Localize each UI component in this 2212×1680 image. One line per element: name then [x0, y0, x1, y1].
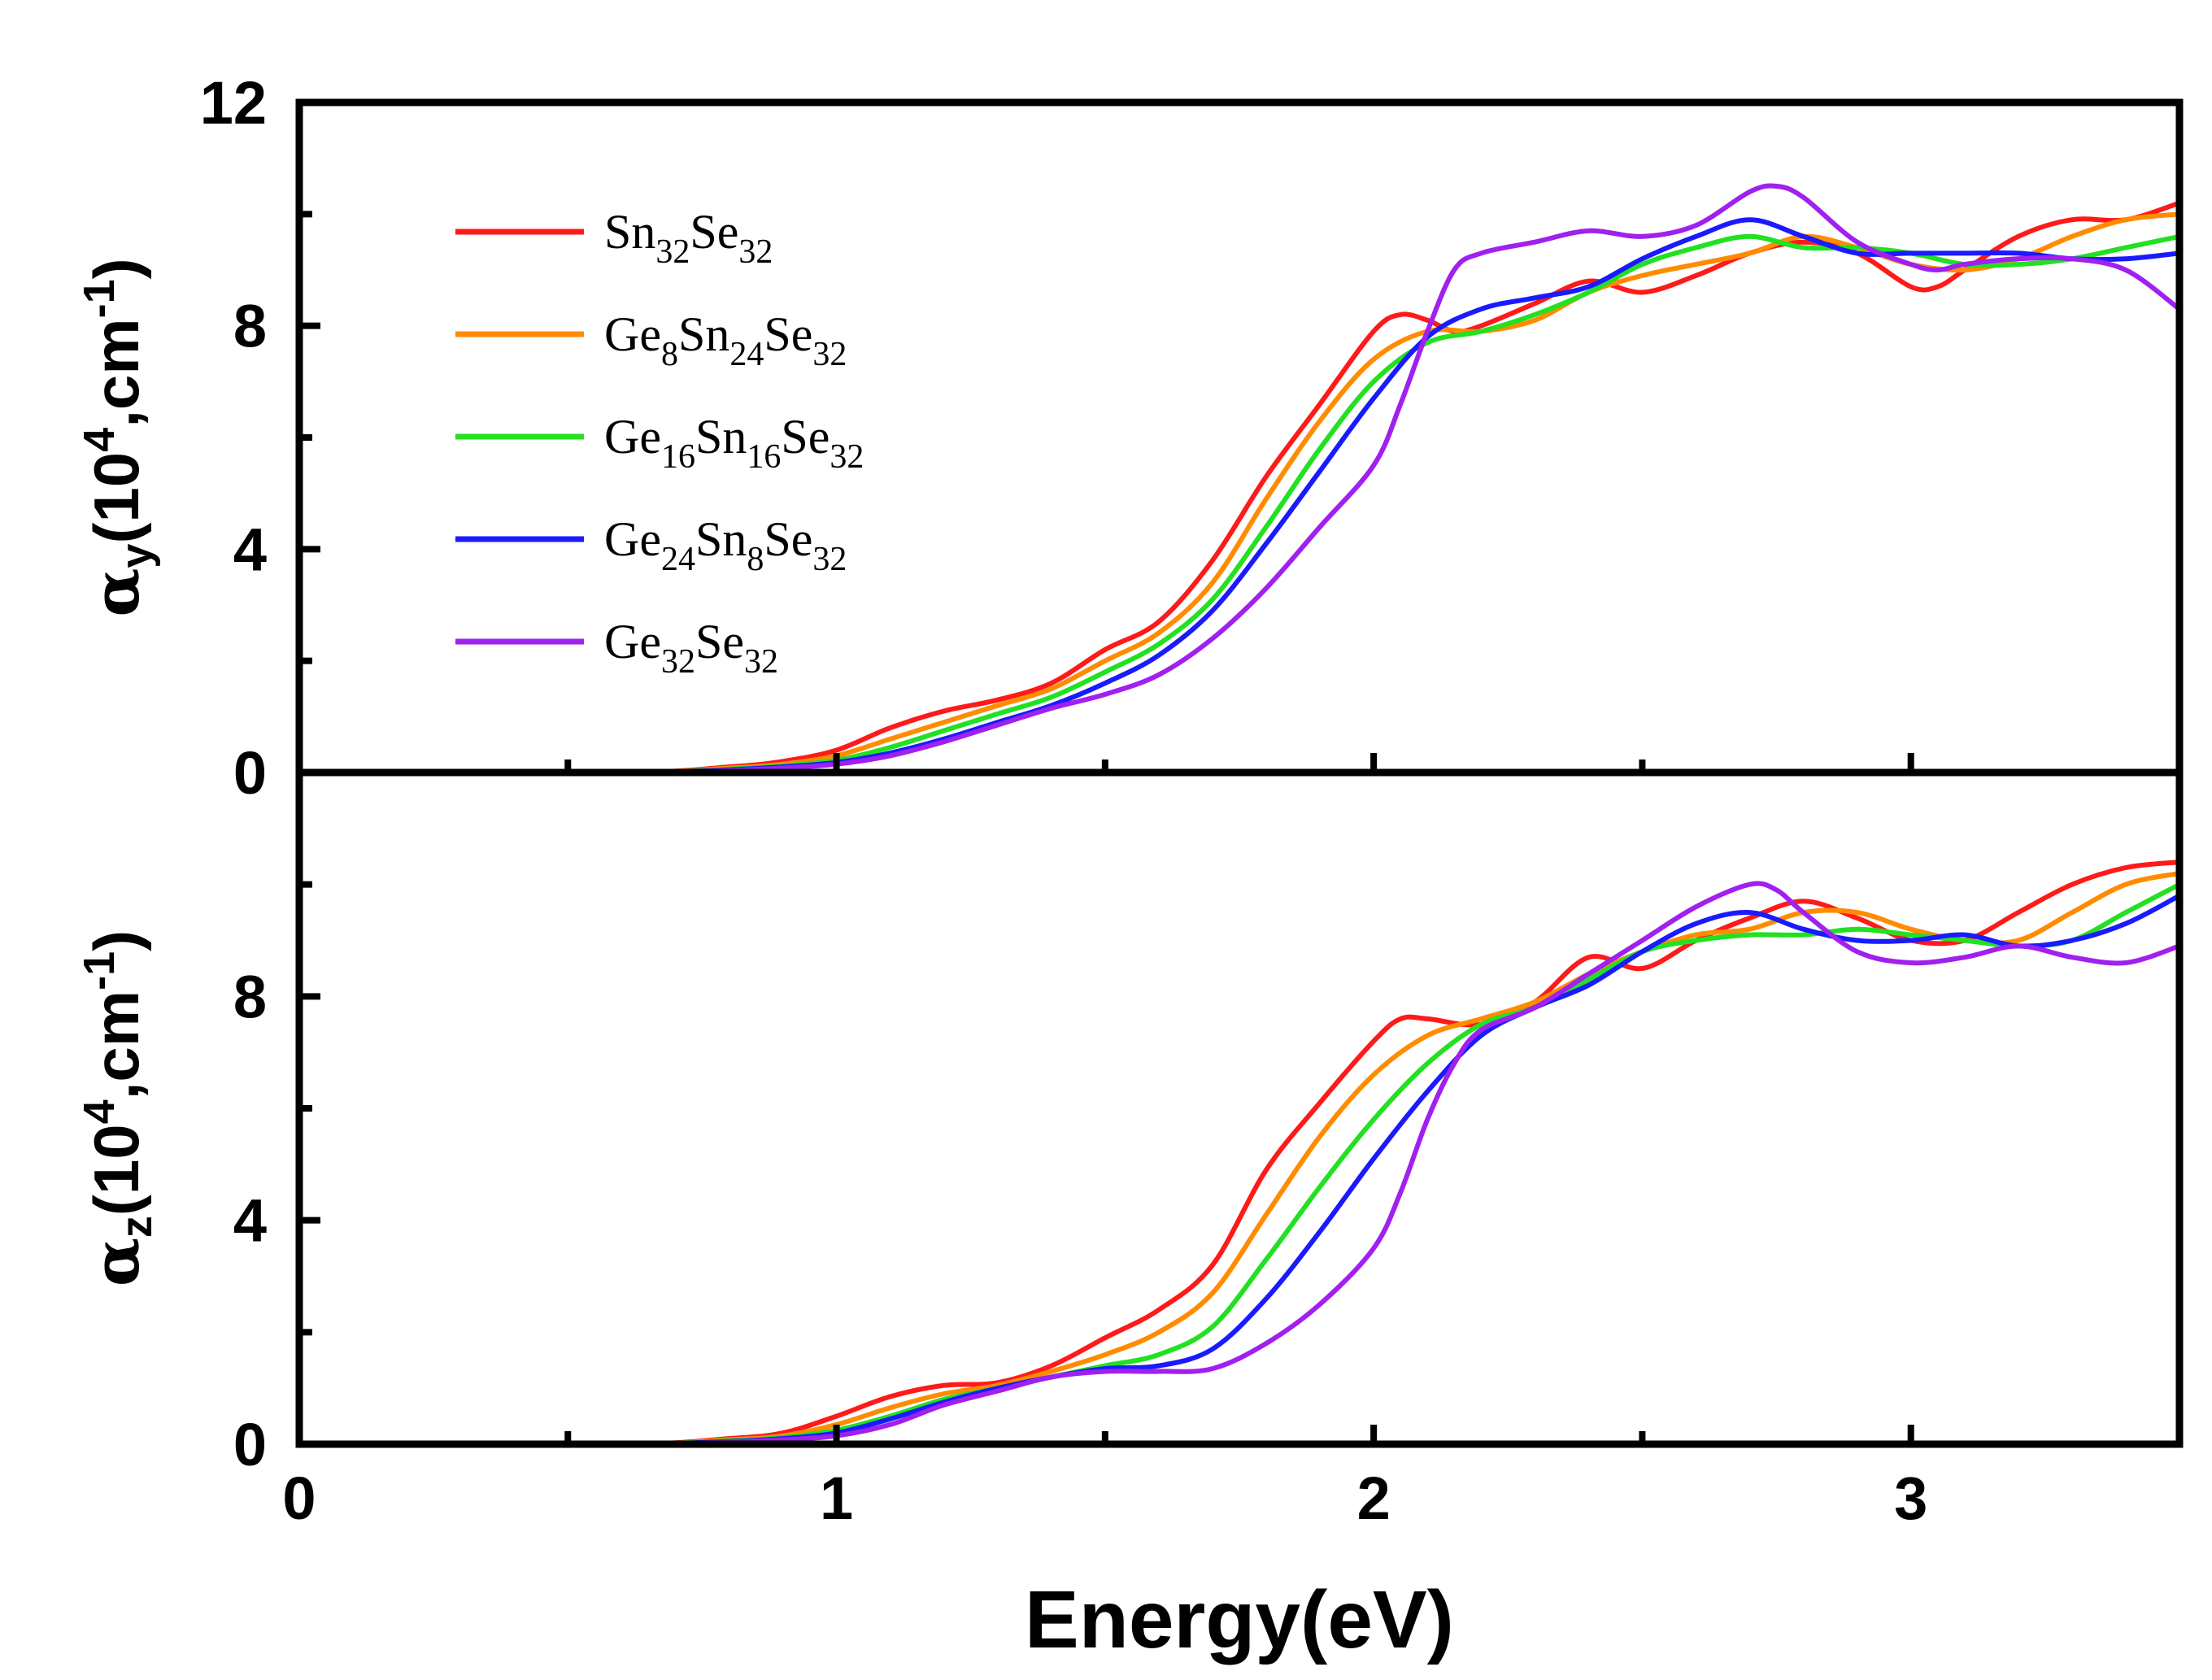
legend-label-Ge32Se32: Ge32Se32	[604, 615, 778, 681]
series-line-top-Ge32Se32	[297, 183, 2182, 776]
y-tick-label-top-12: 12	[200, 69, 267, 137]
series-line-bottom-Sn32Se32	[297, 860, 2182, 1447]
y-tick-label-bottom-0: 0	[233, 1411, 267, 1478]
x-tick-label-2: 2	[1357, 1465, 1391, 1532]
x-tick-label-1: 1	[820, 1465, 853, 1532]
series-line-bottom-Ge32Se32	[297, 881, 2182, 1447]
x-tick-label-0: 0	[282, 1465, 316, 1532]
y-tick-label-top-0: 0	[233, 739, 267, 807]
y-tick-label-top-4: 4	[233, 516, 267, 583]
series-line-bottom-Ge24Sn8Se32	[297, 893, 2182, 1447]
y-tick-label-bottom-8: 8	[233, 963, 267, 1030]
y-tick-label-top-8: 8	[233, 293, 267, 360]
y-tick-label-bottom-4: 4	[233, 1187, 267, 1255]
legend-label-Ge8Sn24Se32: Ge8Sn24Se32	[604, 307, 847, 373]
bottom-panel-frame	[295, 768, 2184, 1448]
series-line-top-Ge24Sn8Se32	[297, 217, 2182, 776]
y-axis-title-bottom: αz(104,cm-1)	[75, 930, 161, 1286]
series-line-top-Sn32Se32	[297, 200, 2182, 776]
series-line-top-Ge8Sn24Se32	[297, 211, 2182, 776]
x-tick-label-3: 3	[1894, 1465, 1927, 1532]
series-line-top-Ge16Sn16Se32	[297, 233, 2182, 776]
legend-label-Sn32Se32: Sn32Se32	[604, 205, 773, 271]
x-axis-title: Energy(eV)	[1025, 1574, 1454, 1665]
legend-label-Ge16Sn16Se32: Ge16Sn16Se32	[604, 410, 864, 476]
y-axis-title-top: αy(104,cm-1)	[75, 258, 161, 616]
legend-label-Ge24Sn8Se32: Ge24Sn8Se32	[604, 512, 847, 578]
